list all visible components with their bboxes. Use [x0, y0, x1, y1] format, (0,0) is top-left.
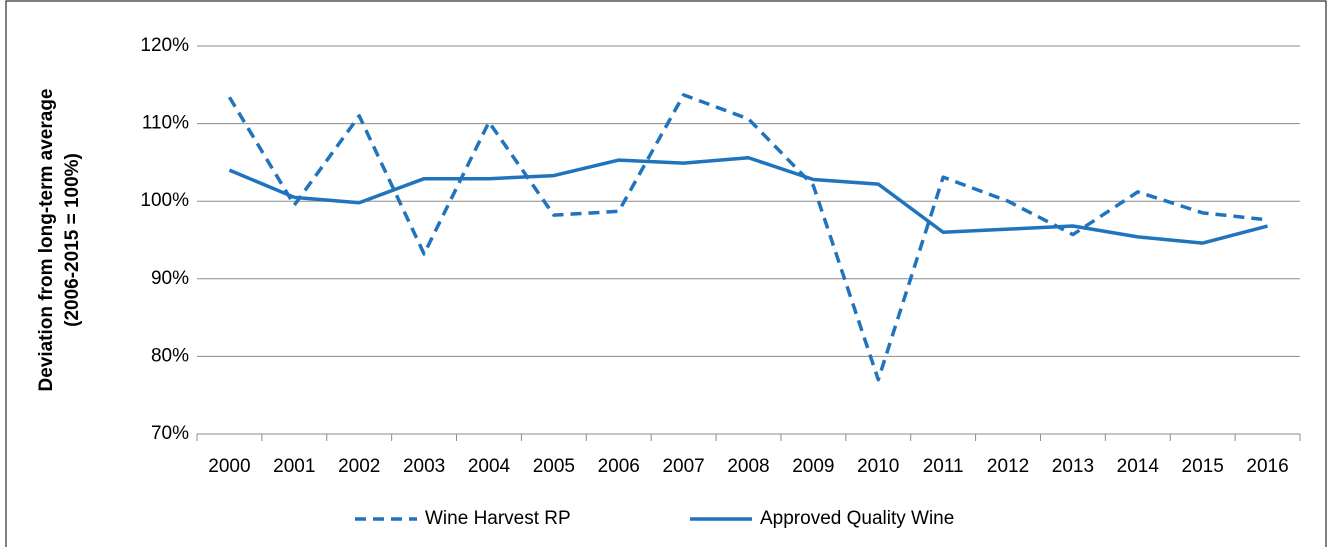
x-tick-label: 2015 [1182, 456, 1224, 477]
x-tick-label: 2014 [1117, 456, 1160, 477]
legend-label: Wine Harvest RP [425, 508, 571, 529]
y-tick-label: 90% [151, 268, 189, 289]
x-tick-label: 2009 [792, 456, 834, 477]
x-tick-label: 2007 [662, 456, 704, 477]
x-tick-label: 2012 [987, 456, 1029, 477]
x-tick-label: 2011 [923, 456, 964, 477]
x-tick-label: 2013 [1052, 456, 1094, 477]
x-tick-label: 2004 [468, 456, 511, 477]
x-tick-label: 2010 [857, 456, 899, 477]
y-tick-label: 100% [140, 190, 189, 211]
x-tick-label: 2002 [338, 456, 380, 477]
x-tick-label: 2008 [727, 456, 769, 477]
y-tick-label: 120% [140, 35, 189, 56]
x-tick-label: 2016 [1246, 456, 1288, 477]
x-tick-label: 2006 [598, 456, 640, 477]
x-tick-label: 2000 [208, 456, 250, 477]
y-tick-label: 80% [151, 345, 189, 366]
y-tick-label: 70% [151, 423, 189, 444]
legend-label: Approved Quality Wine [760, 508, 954, 529]
x-tick-label: 2001 [273, 456, 315, 477]
y-tick-label: 110% [142, 113, 189, 134]
line-series [228, 155, 1269, 245]
y-axis-label: Deviation from long-term average (2006-20… [36, 88, 83, 391]
line-series [227, 93, 1268, 382]
chart-frame [5, 0, 1327, 547]
x-tick-label: 2005 [533, 456, 575, 477]
x-tick-label: 2003 [403, 456, 445, 477]
